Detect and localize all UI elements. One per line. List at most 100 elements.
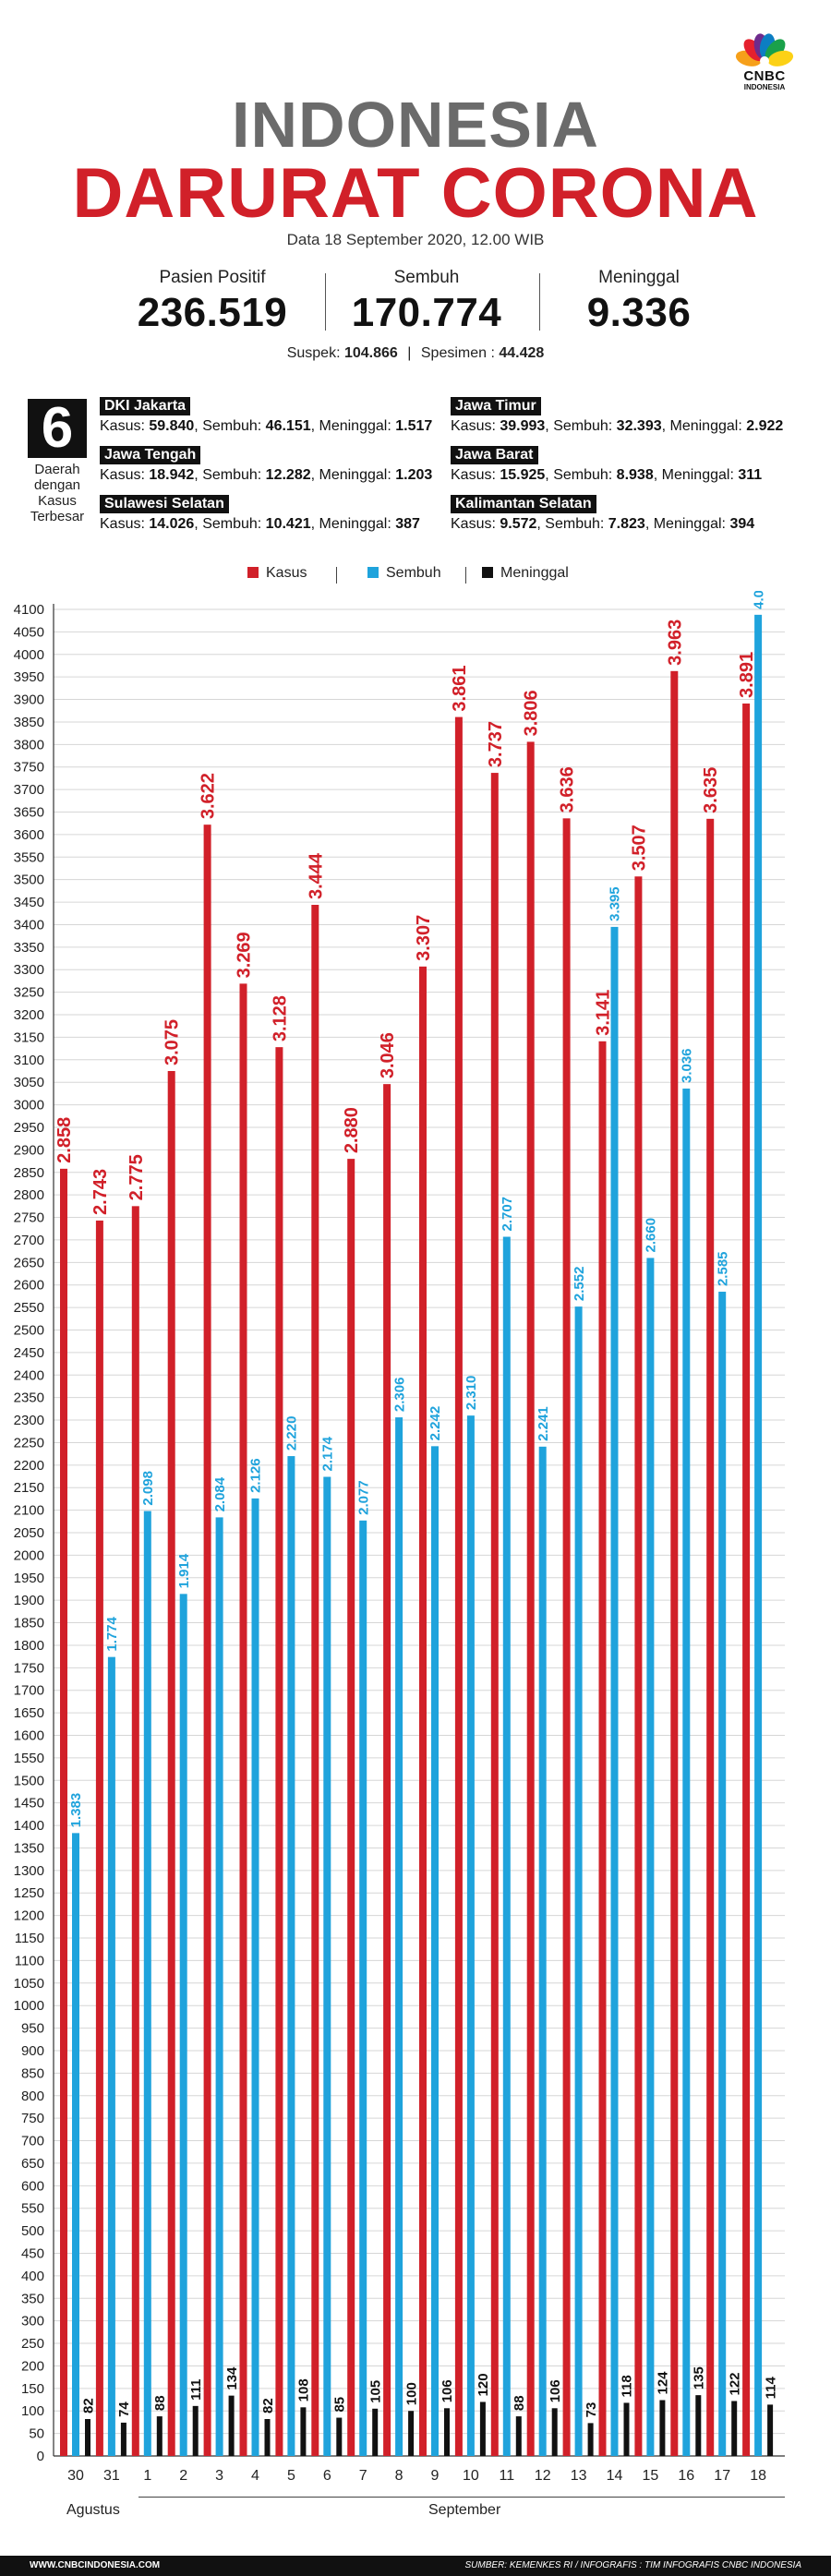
y-tick-label: 100	[21, 2403, 44, 2419]
x-tick-label: 15	[643, 2468, 659, 2484]
data-label-kasus: 3.891	[737, 652, 757, 698]
bar-kasus	[634, 876, 643, 2456]
y-tick-label: 2300	[14, 1413, 44, 1428]
data-label-kasus: 3.075	[163, 1019, 183, 1065]
legend-swatch	[367, 567, 379, 578]
chart-legend: Kasus Sembuh Meninggal	[0, 565, 831, 585]
y-tick-label: 500	[21, 2223, 44, 2239]
region-name: Jawa Timur	[451, 397, 541, 415]
bar-sembuh	[107, 1656, 115, 2456]
data-label-sembuh: 2.707	[500, 1197, 515, 1232]
bar-meninggal	[659, 2400, 666, 2456]
x-tick-label: 11	[499, 2468, 514, 2484]
x-tick-label: 31	[103, 2468, 120, 2484]
month-underline	[138, 2497, 785, 2498]
bar-meninggal	[192, 2405, 199, 2456]
data-label-kasus: 3.635	[701, 767, 721, 813]
y-tick-label: 1000	[14, 1998, 44, 2014]
y-tick-label: 1550	[14, 1751, 44, 1766]
data-label-kasus: 3.507	[629, 825, 649, 871]
region-count-badge: 6	[28, 399, 87, 458]
region-item: DKI Jakarta Kasus: 59.840, Sembuh: 46.151…	[100, 397, 432, 435]
bar-meninggal	[264, 2419, 271, 2456]
y-tick-label: 2250	[14, 1435, 44, 1451]
date-line: Data 18 September 2020, 12.00 WIB	[286, 231, 545, 248]
y-tick-label: 1950	[14, 1571, 44, 1586]
stat-label: Meninggal	[598, 268, 680, 287]
x-tick-label: 12	[535, 2468, 551, 2484]
bar-sembuh	[466, 1415, 475, 2456]
data-label-sembuh: 3.395	[608, 886, 623, 921]
bar-kasus	[526, 741, 535, 2457]
data-label-sembuh: 3.036	[680, 1048, 695, 1083]
y-tick-label: 1600	[14, 1728, 44, 1744]
bar-sembuh	[395, 1417, 403, 2456]
region-stats: Kasus: 15.925, Sembuh: 8.938, Meninggal:…	[451, 467, 763, 483]
y-tick-label: 3500	[14, 873, 44, 888]
caption-line: Kasus	[38, 493, 77, 509]
data-label-meninggal: 118	[620, 2375, 635, 2397]
y-tick-label: 1250	[14, 1885, 44, 1901]
data-label-sembuh: 2.077	[355, 1480, 371, 1515]
y-tick-label: 350	[21, 2291, 44, 2306]
y-tick-label: 1350	[14, 1840, 44, 1856]
y-tick-label: 3600	[14, 827, 44, 843]
x-tick-label: 5	[287, 2468, 295, 2484]
bar-sembuh	[646, 1258, 655, 2456]
y-tick-label: 3700	[14, 782, 44, 798]
bar-sembuh	[251, 1498, 259, 2456]
month-label-september: September	[428, 2502, 501, 2518]
bar-kasus	[454, 716, 463, 2456]
data-label-meninggal: 106	[548, 2379, 563, 2402]
data-label-meninggal: 111	[188, 2378, 204, 2400]
bar-meninggal	[444, 2408, 450, 2456]
bar-sembuh	[179, 1594, 187, 2456]
data-label-kasus: 3.141	[594, 990, 614, 1036]
y-tick-label: 3200	[14, 1007, 44, 1023]
data-label-sembuh: 2.126	[248, 1458, 264, 1493]
stat-sembuh: Sembuh 170.774	[334, 268, 519, 336]
y-tick-label: 2650	[14, 1255, 44, 1270]
bar-sembuh	[287, 1456, 295, 2456]
y-tick-label: 200	[21, 2358, 44, 2374]
data-label-sembuh: 2.585	[715, 1251, 730, 1286]
y-tick-label: 3450	[14, 895, 44, 910]
spesimen-value: 44.428	[499, 345, 545, 361]
bar-sembuh	[143, 1511, 151, 2456]
legend-swatch	[482, 567, 493, 578]
legend-label: Sembuh	[386, 565, 441, 581]
y-tick-label: 3250	[14, 985, 44, 1001]
data-label-kasus: 3.861	[450, 666, 470, 712]
bar-sembuh	[359, 1520, 367, 2456]
y-tick-label: 50	[29, 2426, 44, 2442]
title-indonesia: INDONESIA	[232, 89, 599, 161]
bar-meninggal	[408, 2411, 415, 2456]
x-tick-label: 16	[678, 2468, 694, 2484]
y-tick-label: 2550	[14, 1300, 44, 1316]
data-label-meninggal: 73	[584, 2402, 599, 2418]
stat-value: 236.519	[137, 290, 288, 335]
y-tick-label: 4050	[14, 624, 44, 640]
x-tick-label: 3	[215, 2468, 223, 2484]
y-tick-label: 3100	[14, 1053, 44, 1068]
y-tick-label: 2500	[14, 1322, 44, 1338]
y-tick-label: 3950	[14, 669, 44, 685]
x-tick-label: 7	[359, 2468, 367, 2484]
region-caption: Daerah dengan Kasus Terbesar	[28, 462, 87, 524]
y-tick-label: 800	[21, 2088, 44, 2104]
y-tick-label: 1650	[14, 1705, 44, 1721]
bar-kasus	[742, 703, 751, 2457]
y-tick-label: 0	[37, 2449, 44, 2464]
y-tick-label: 1400	[14, 1818, 44, 1834]
x-tick-label: 30	[67, 2468, 84, 2484]
bar-meninggal	[228, 2395, 235, 2456]
y-tick-label: 3800	[14, 737, 44, 752]
data-label-meninggal: 134	[224, 2366, 240, 2390]
data-label-sembuh: 2.098	[140, 1471, 156, 1506]
data-label-sembuh: 2.310	[464, 1376, 479, 1411]
region-stats: Kasus: 39.993, Sembuh: 32.393, Meninggal…	[451, 418, 784, 434]
title-darurat-corona: DARURAT CORONA	[72, 154, 759, 233]
caption-line: Daerah	[34, 462, 80, 477]
logo-feather	[765, 39, 786, 62]
data-label-kasus: 2.880	[342, 1107, 362, 1153]
